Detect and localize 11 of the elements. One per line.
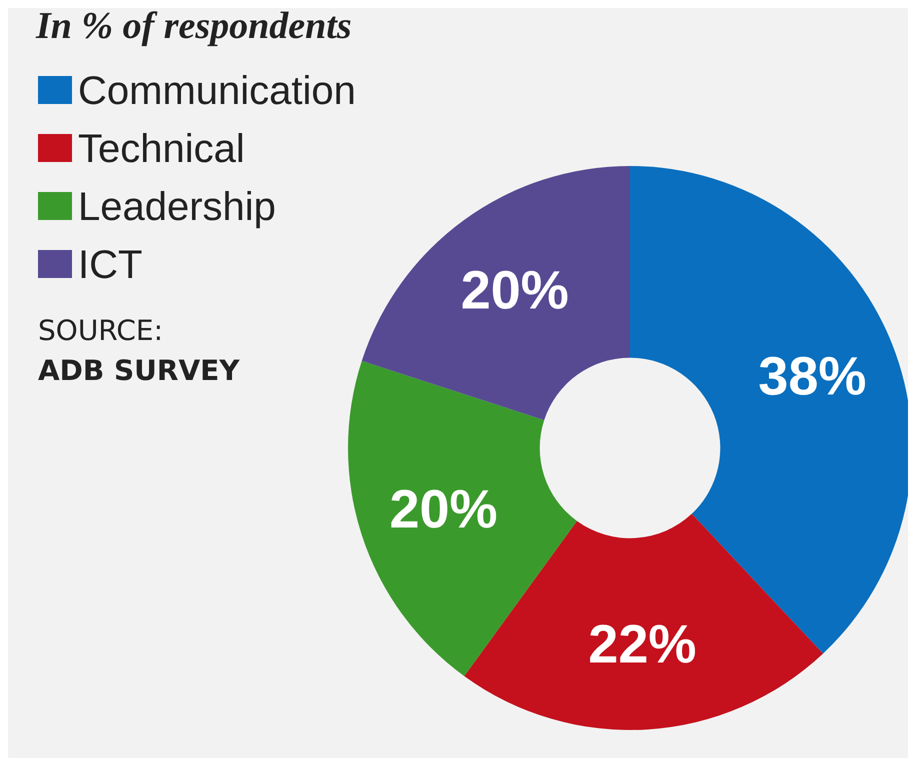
data-label: 20% bbox=[460, 260, 569, 320]
data-label: 38% bbox=[758, 346, 866, 407]
source-note: SOURCE: bbox=[38, 314, 164, 347]
chart-title: In % of respondents bbox=[35, 5, 352, 47]
legend-label: Technical bbox=[78, 127, 245, 171]
data-label: 22% bbox=[588, 614, 696, 675]
legend-label: ICT bbox=[78, 243, 142, 287]
legend-label: Leadership bbox=[78, 185, 276, 229]
legend-label: Communication bbox=[78, 69, 356, 113]
data-label: 20% bbox=[389, 480, 498, 540]
text: ADB SURVEY bbox=[38, 354, 240, 387]
